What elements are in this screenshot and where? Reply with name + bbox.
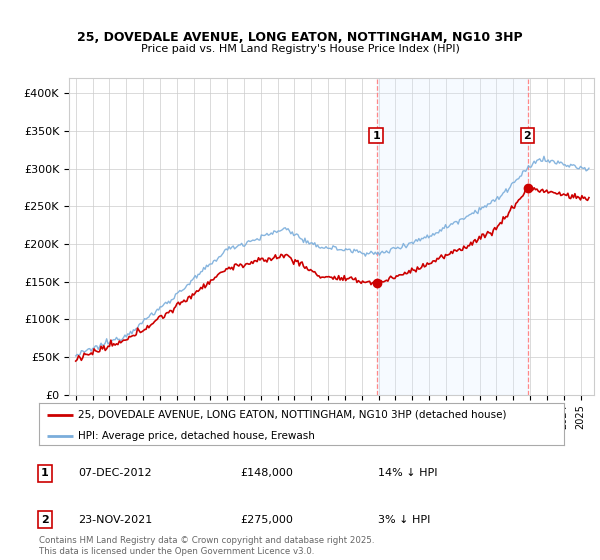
Text: 1: 1 [41, 468, 49, 478]
Text: 1: 1 [372, 130, 380, 141]
Text: 3% ↓ HPI: 3% ↓ HPI [378, 515, 430, 525]
Text: 25, DOVEDALE AVENUE, LONG EATON, NOTTINGHAM, NG10 3HP: 25, DOVEDALE AVENUE, LONG EATON, NOTTING… [77, 31, 523, 44]
Text: 2: 2 [523, 130, 531, 141]
Text: 14% ↓ HPI: 14% ↓ HPI [378, 468, 437, 478]
Text: Price paid vs. HM Land Registry's House Price Index (HPI): Price paid vs. HM Land Registry's House … [140, 44, 460, 54]
Text: HPI: Average price, detached house, Erewash: HPI: Average price, detached house, Erew… [79, 431, 315, 441]
Text: 23-NOV-2021: 23-NOV-2021 [78, 515, 152, 525]
Text: 25, DOVEDALE AVENUE, LONG EATON, NOTTINGHAM, NG10 3HP (detached house): 25, DOVEDALE AVENUE, LONG EATON, NOTTING… [79, 409, 507, 419]
Text: 2: 2 [41, 515, 49, 525]
Text: £148,000: £148,000 [240, 468, 293, 478]
Text: Contains HM Land Registry data © Crown copyright and database right 2025.
This d: Contains HM Land Registry data © Crown c… [39, 536, 374, 556]
Text: £275,000: £275,000 [240, 515, 293, 525]
Bar [377, 78, 529, 395]
Text: 07-DEC-2012: 07-DEC-2012 [78, 468, 152, 478]
